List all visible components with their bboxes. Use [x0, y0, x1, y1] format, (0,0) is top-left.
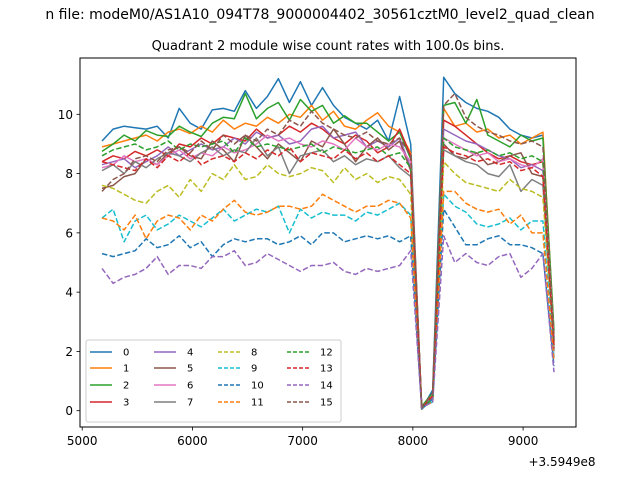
x-tick-label: 5000: [67, 434, 98, 448]
legend-label-10: 10: [251, 381, 264, 392]
series-line-6: [101, 134, 555, 409]
legend-label-4: 4: [187, 348, 193, 359]
y-tick-label: 2: [65, 345, 73, 359]
y-tick-label: 8: [65, 167, 73, 181]
x-tick-label: 8000: [398, 434, 429, 448]
y-tick-label: 0: [65, 404, 73, 418]
y-tick-label: 10: [58, 108, 73, 122]
legend-label-0: 0: [123, 348, 129, 359]
series-line-14: [101, 235, 555, 409]
series-line-11: [101, 190, 555, 409]
figure-suptitle: n file: modeM0/AS1A10_094T78_9000004402_…: [45, 7, 594, 23]
x-tick-label: 9000: [508, 434, 539, 448]
y-axis: 0 2 4 6 8 10: [58, 108, 80, 418]
series-line-4: [101, 125, 555, 409]
series-line-7: [101, 137, 555, 410]
legend-label-1: 1: [123, 364, 129, 375]
legend-label-14: 14: [320, 381, 333, 392]
x-axis: 5000 6000 7000 8000 9000: [67, 427, 538, 448]
legend-label-15: 15: [320, 398, 333, 409]
y-tick-label: 4: [65, 286, 73, 300]
series-line-9: [101, 193, 555, 409]
chart-title: Quadrant 2 module wise count rates with …: [152, 39, 505, 54]
series-line-15: [101, 92, 555, 409]
series-line-13: [101, 146, 555, 409]
series-line-12: [101, 137, 555, 409]
y-tick-label: 6: [65, 226, 73, 240]
legend-frame: [85, 339, 342, 423]
series-layer: [101, 76, 555, 410]
legend-label-12: 12: [320, 348, 333, 359]
series-line-0: [101, 76, 555, 410]
plot-area: [79, 57, 577, 428]
x-tick-label: 6000: [177, 434, 208, 448]
x-offset-label: +3.5949e8: [528, 455, 595, 469]
legend-label-13: 13: [320, 364, 333, 375]
legend-label-7: 7: [187, 398, 193, 409]
series-line-1: [101, 104, 555, 409]
legend-label-11: 11: [251, 398, 264, 409]
legend-label-6: 6: [187, 381, 193, 392]
series-line-8: [101, 160, 555, 409]
legend-label-3: 3: [123, 398, 129, 409]
series-line-2: [101, 92, 555, 408]
legend-label-5: 5: [187, 364, 193, 375]
legend-label-2: 2: [123, 381, 129, 392]
series-line-10: [101, 208, 555, 410]
legend-label-8: 8: [251, 348, 257, 359]
x-tick-label: 7000: [287, 434, 318, 448]
legend-label-9: 9: [251, 364, 257, 375]
